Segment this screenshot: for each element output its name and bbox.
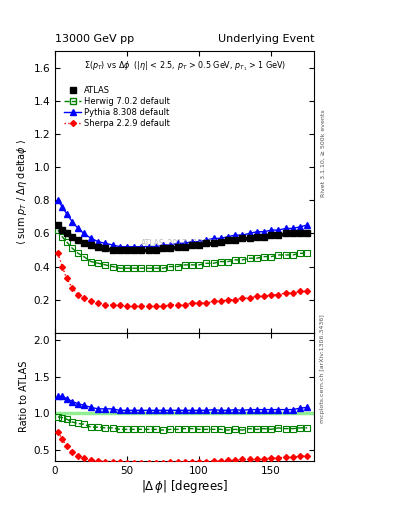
Legend: ATLAS, Herwig 7.0.2 default, Pythia 8.308 default, Sherpa 2.2.9 default: ATLAS, Herwig 7.0.2 default, Pythia 8.30… [62, 83, 173, 131]
Text: 13000 GeV pp: 13000 GeV pp [55, 33, 134, 44]
Text: mcplots.cern.ch [arXiv:1306.3436]: mcplots.cern.ch [arXiv:1306.3436] [320, 314, 325, 423]
Text: $\Sigma(p_T)$ vs $\Delta\phi$  ($|\eta|$ < 2.5, $p_T$ > 0.5 GeV, $p_{T_1}$ > 1 G: $\Sigma(p_T)$ vs $\Delta\phi$ ($|\eta|$ … [84, 60, 286, 73]
Y-axis label: $\langle$ sum $p_T$ / $\Delta\eta$ delta$\phi$ $\rangle$: $\langle$ sum $p_T$ / $\Delta\eta$ delta… [15, 139, 29, 245]
Y-axis label: Ratio to ATLAS: Ratio to ATLAS [19, 361, 29, 433]
Text: Underlying Event: Underlying Event [218, 33, 314, 44]
X-axis label: $|\Delta\,\phi|$ [degrees]: $|\Delta\,\phi|$ [degrees] [141, 478, 228, 496]
Text: Rivet 3.1.10, ≥ 500k events: Rivet 3.1.10, ≥ 500k events [320, 110, 325, 198]
Text: ATLAS_2017_I1509919: ATLAS_2017_I1509919 [141, 238, 228, 247]
